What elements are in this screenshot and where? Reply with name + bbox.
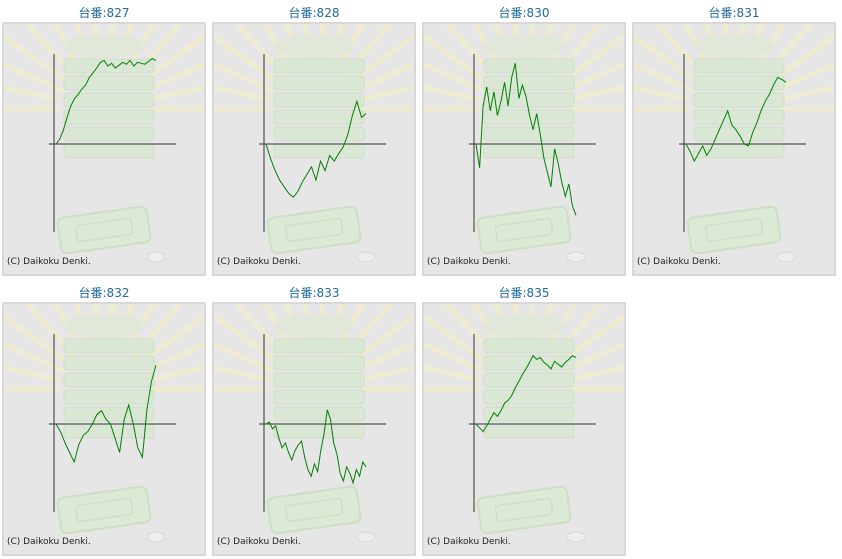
chart-frame: (C) Daikoku Denki. (212, 302, 416, 556)
slump-graph (4, 24, 204, 263)
background-illustration (214, 24, 414, 263)
slump-graph (424, 304, 624, 543)
panel-827: 台番:827 (C) Daikoku Denki. (2, 0, 206, 276)
copyright-text: (C) Daikoku Denki. (427, 257, 511, 267)
panel-835: 台番:835 (C) Daikoku Denki. (422, 280, 626, 556)
chart-frame: (C) Daikoku Denki. (632, 22, 836, 276)
machine-number-label: 台番:828 (288, 6, 340, 20)
panel-832: 台番:832 (C) Daikoku Denki. (2, 280, 206, 556)
slump-graph (214, 304, 414, 543)
machine-number-label: 台番:835 (498, 286, 550, 300)
chart-frame: (C) Daikoku Denki. (422, 22, 626, 276)
slump-line (475, 354, 577, 433)
panel-830: 台番:830 (C) Daikoku Denki. (422, 0, 626, 276)
slump-line (55, 57, 157, 145)
slump-line (475, 63, 577, 216)
machine-number-label: 台番:832 (78, 286, 130, 300)
chart-frame: (C) Daikoku Denki. (2, 302, 206, 556)
slump-graph (634, 24, 834, 263)
chart-frame: (C) Daikoku Denki. (422, 302, 626, 556)
background-illustration (214, 304, 414, 543)
slump-graph (214, 24, 414, 263)
copyright-text: (C) Daikoku Denki. (7, 257, 91, 267)
panel-828: 台番:828 (C) Daikoku Denki. (212, 0, 416, 276)
chart-frame: (C) Daikoku Denki. (2, 22, 206, 276)
copyright-text: (C) Daikoku Denki. (427, 537, 511, 547)
slump-graph (4, 304, 204, 543)
machine-number-label: 台番:830 (498, 6, 550, 20)
background-illustration (424, 24, 624, 263)
slump-graph (424, 24, 624, 263)
slump-line (685, 76, 787, 163)
copyright-text: (C) Daikoku Denki. (217, 257, 301, 267)
slump-line (55, 364, 157, 464)
copyright-text: (C) Daikoku Denki. (217, 537, 301, 547)
slump-line (265, 409, 367, 485)
background-illustration (634, 24, 834, 263)
background-illustration (424, 304, 624, 543)
background-illustration (4, 24, 204, 263)
panel-831: 台番:831 (C) Daikoku Denki. (632, 0, 836, 276)
chart-frame: (C) Daikoku Denki. (212, 22, 416, 276)
copyright-text: (C) Daikoku Denki. (637, 257, 721, 267)
copyright-text: (C) Daikoku Denki. (7, 537, 91, 547)
machine-number-label: 台番:827 (78, 6, 130, 20)
panel-833: 台番:833 (C) Daikoku Denki. (212, 280, 416, 556)
machine-number-label: 台番:831 (708, 6, 760, 20)
slump-line (265, 99, 367, 198)
background-illustration (4, 304, 204, 543)
machine-number-label: 台番:833 (288, 286, 340, 300)
